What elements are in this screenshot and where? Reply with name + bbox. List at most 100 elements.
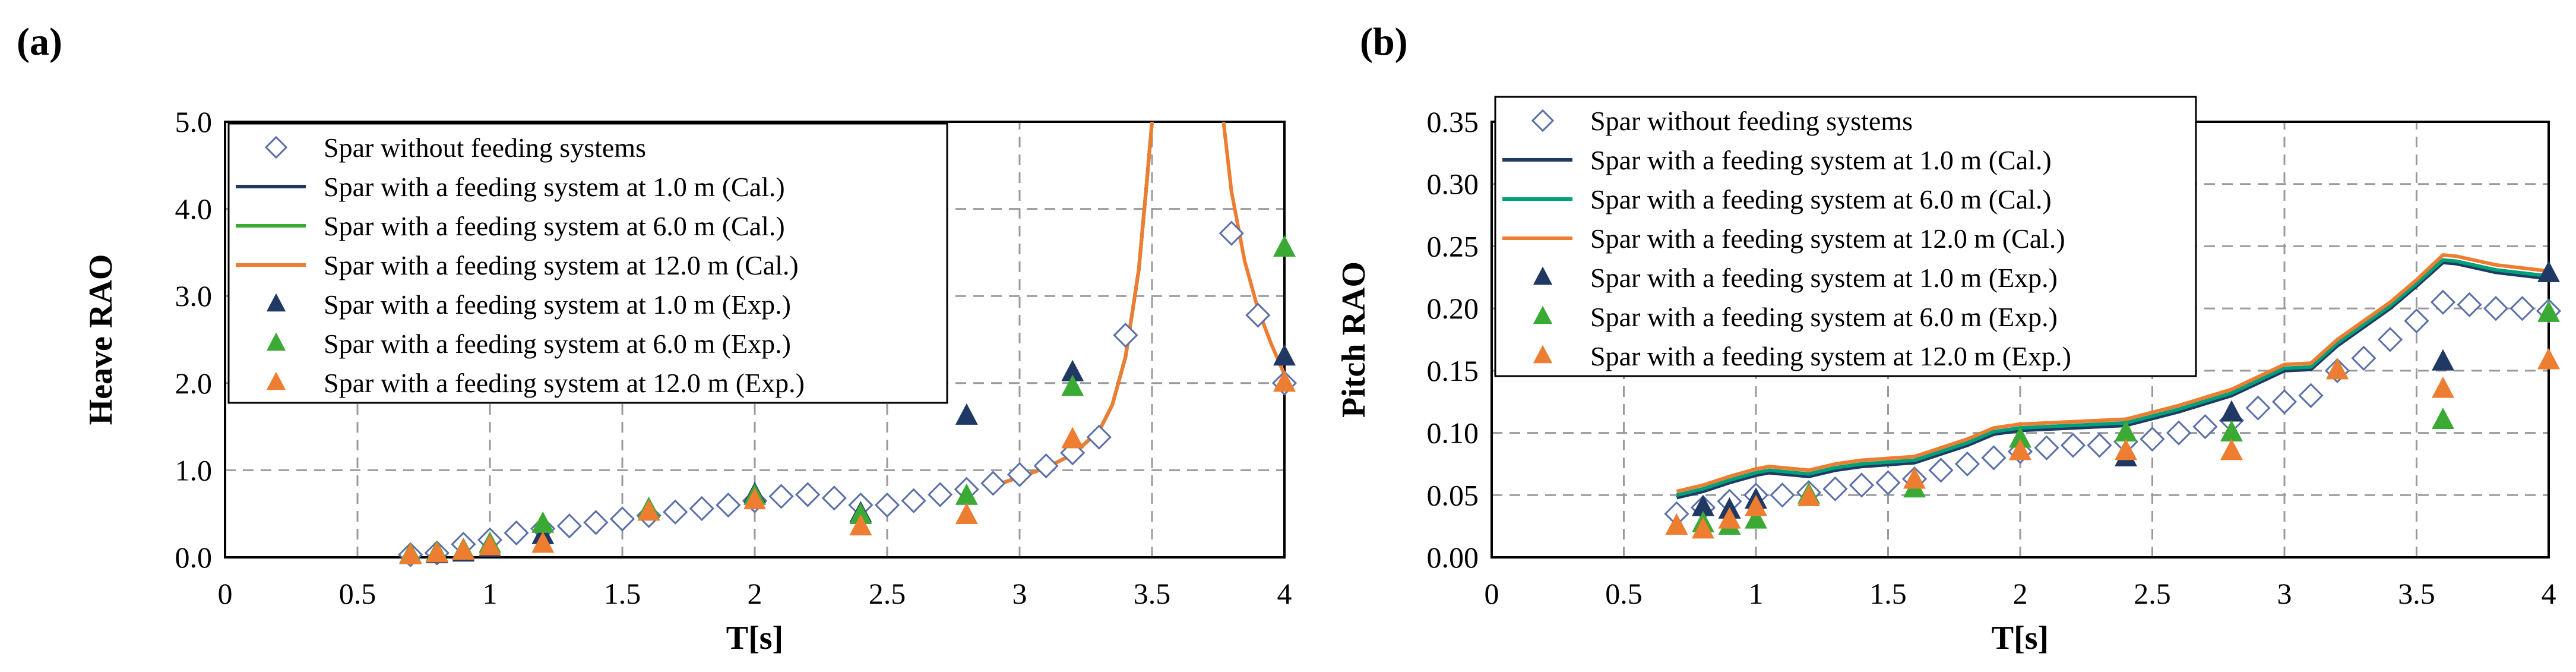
diamond-point bbox=[663, 499, 688, 525]
legend-swatch-triangle bbox=[266, 293, 286, 312]
legend-swatch-diamond bbox=[264, 135, 288, 159]
triangle-point bbox=[1273, 235, 1296, 257]
legend-swatch-triangle bbox=[266, 371, 286, 390]
legend-item: Spar with a feeding system at 6.0 m (Cal… bbox=[236, 211, 785, 241]
x-tick-label: 2 bbox=[748, 577, 762, 610]
diamond-point bbox=[1770, 482, 1795, 508]
triangle-point bbox=[2432, 408, 2454, 430]
diamond-point bbox=[689, 496, 714, 522]
diamond-point bbox=[1086, 424, 1112, 450]
triangle-point bbox=[637, 499, 660, 521]
legend-item: Spar with a feeding system at 6.0 m (Cal… bbox=[1502, 184, 2052, 214]
legend-label: Spar without feeding systems bbox=[324, 132, 646, 163]
triangle-point bbox=[1665, 513, 1688, 535]
triangle-point bbox=[849, 514, 872, 536]
triangle-point bbox=[531, 511, 555, 533]
triangle-point bbox=[399, 542, 422, 564]
triangle-point bbox=[531, 531, 555, 553]
legend-item: Spar with a feeding system at 1.0 m (Cal… bbox=[236, 172, 785, 202]
y-tick-label: 0.0 bbox=[175, 541, 213, 574]
diamond-point bbox=[2192, 414, 2218, 440]
x-tick-label: 4 bbox=[1277, 577, 1292, 610]
legend-label: Spar with a feeding system at 12.0 m (Ca… bbox=[1590, 223, 2065, 254]
panel-label: (a) bbox=[17, 20, 62, 64]
y-tick-label: 2.0 bbox=[175, 367, 213, 400]
diamond-point bbox=[1033, 453, 1059, 479]
points-spar-with-a-feeding-system-at-12-0-m-exp bbox=[399, 370, 1296, 564]
y-tick-label: 0.35 bbox=[1427, 105, 1479, 138]
triangle-point bbox=[2115, 419, 2137, 441]
legend-swatch-triangle bbox=[1533, 266, 1553, 285]
legend-item: Spar with a feeding system at 12.0 m (Ca… bbox=[236, 250, 799, 280]
triangle-point bbox=[1718, 507, 1741, 529]
diamond-point bbox=[2140, 426, 2165, 452]
triangle-point bbox=[2220, 419, 2243, 441]
diamond-point bbox=[556, 513, 582, 539]
y-tick-label: 0.05 bbox=[1427, 478, 1479, 512]
legend-box bbox=[227, 122, 948, 404]
diamond-point bbox=[1928, 458, 1954, 483]
legend-label: Spar with a feeding system at 1.0 m (Cal… bbox=[324, 172, 785, 202]
legend-label: Spar with a feeding system at 6.0 m (Exp… bbox=[324, 329, 791, 359]
triangle-point bbox=[955, 503, 978, 525]
triangle-point bbox=[1273, 370, 1296, 392]
y-tick-label: 4.0 bbox=[175, 193, 213, 226]
diamond-point bbox=[980, 471, 1006, 496]
legend-label: Spar without feeding systems bbox=[1590, 106, 1913, 136]
legend-swatch-triangle bbox=[266, 332, 286, 351]
legend: Spar without feeding systems Spar with a … bbox=[1494, 96, 2197, 377]
triangle-point bbox=[2537, 300, 2560, 322]
triangle-point bbox=[743, 488, 766, 510]
x-tick-label: 0 bbox=[218, 577, 233, 610]
diamond-point bbox=[874, 492, 900, 518]
x-tick-label: 0.5 bbox=[1605, 577, 1643, 610]
y-tick-label: 1.0 bbox=[175, 453, 213, 487]
triangle-point bbox=[1745, 507, 1767, 529]
diamond-point bbox=[1113, 323, 1138, 348]
legend-label: Spar with a feeding system at 12.0 m (Ex… bbox=[1590, 341, 2071, 371]
triangle-point bbox=[2009, 438, 2031, 460]
diamond-point bbox=[928, 482, 953, 507]
legend: Spar without feeding systems Spar with a … bbox=[227, 122, 948, 404]
triangle-point bbox=[1692, 517, 1714, 539]
legend-item: Spar with a feeding system at 1.0 m (Exp… bbox=[1533, 263, 2058, 293]
legend-item: Spar with a feeding system at 12.0 m (Ex… bbox=[1533, 341, 2071, 371]
triangle-point bbox=[2326, 358, 2349, 380]
points-spar-with-a-feeding-system-at-12-0-m-exp bbox=[1665, 348, 2560, 539]
legend-label: Spar with a feeding system at 1.0 m (Exp… bbox=[1590, 263, 2058, 293]
triangle-point bbox=[425, 541, 448, 563]
x-tick-label: 3 bbox=[2277, 577, 2292, 610]
y-tick-label: 0.30 bbox=[1427, 168, 1479, 201]
y-tick-label: 0.00 bbox=[1427, 541, 1479, 574]
triangle-point bbox=[2009, 426, 2031, 448]
legend-item: Spar with a feeding system at 6.0 m (Exp… bbox=[1533, 302, 2058, 332]
diamond-point bbox=[1822, 476, 1848, 501]
x-tick-label: 1.5 bbox=[1869, 577, 1907, 610]
x-tick-label: 4 bbox=[2542, 577, 2556, 610]
series-line-branch bbox=[1221, 122, 1284, 376]
x-tick-label: 0.5 bbox=[339, 577, 376, 610]
series-line bbox=[1676, 253, 2549, 493]
triangle-point bbox=[1273, 344, 1296, 366]
diamond-point bbox=[795, 482, 821, 507]
triangle-point bbox=[955, 403, 978, 425]
series-spar-with-a-feeding-system-at-12-0-m-cal bbox=[1676, 253, 2549, 493]
y-tick-label: 0.15 bbox=[1427, 354, 1479, 387]
legend-label: Spar with a feeding system at 12.0 m (Ca… bbox=[324, 250, 799, 280]
series-line bbox=[992, 122, 1154, 488]
diamond-point bbox=[1849, 472, 1875, 498]
y-axis-title: Pitch RAO bbox=[1336, 261, 1372, 418]
panel-label: (b) bbox=[1360, 20, 1408, 64]
triangle-point bbox=[1061, 374, 1084, 396]
triangle-point bbox=[2220, 438, 2243, 460]
triangle-point bbox=[2220, 400, 2243, 422]
triangle-point bbox=[1797, 484, 1820, 506]
diamond-point bbox=[1219, 220, 1244, 246]
diamond-point bbox=[2271, 389, 2297, 415]
triangle-point bbox=[2432, 376, 2454, 398]
legend-item: Spar with a feeding system at 12.0 m (Ca… bbox=[1502, 223, 2065, 254]
triangle-point bbox=[452, 538, 475, 560]
legend-swatch-diamond bbox=[1531, 109, 1555, 132]
y-tick-label: 0.10 bbox=[1427, 417, 1479, 450]
